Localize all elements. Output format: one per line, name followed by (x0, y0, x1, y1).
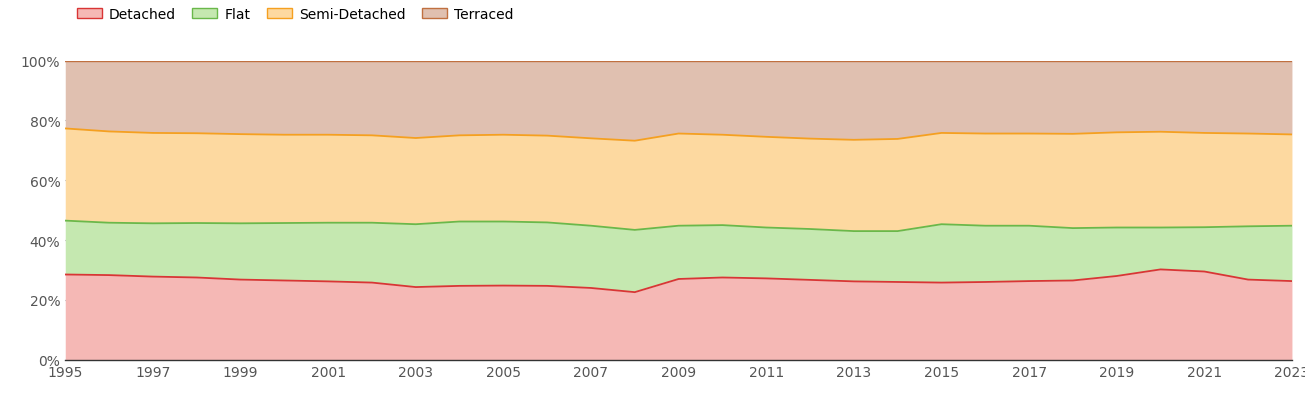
Legend: Detached, Flat, Semi-Detached, Terraced: Detached, Flat, Semi-Detached, Terraced (70, 2, 519, 28)
